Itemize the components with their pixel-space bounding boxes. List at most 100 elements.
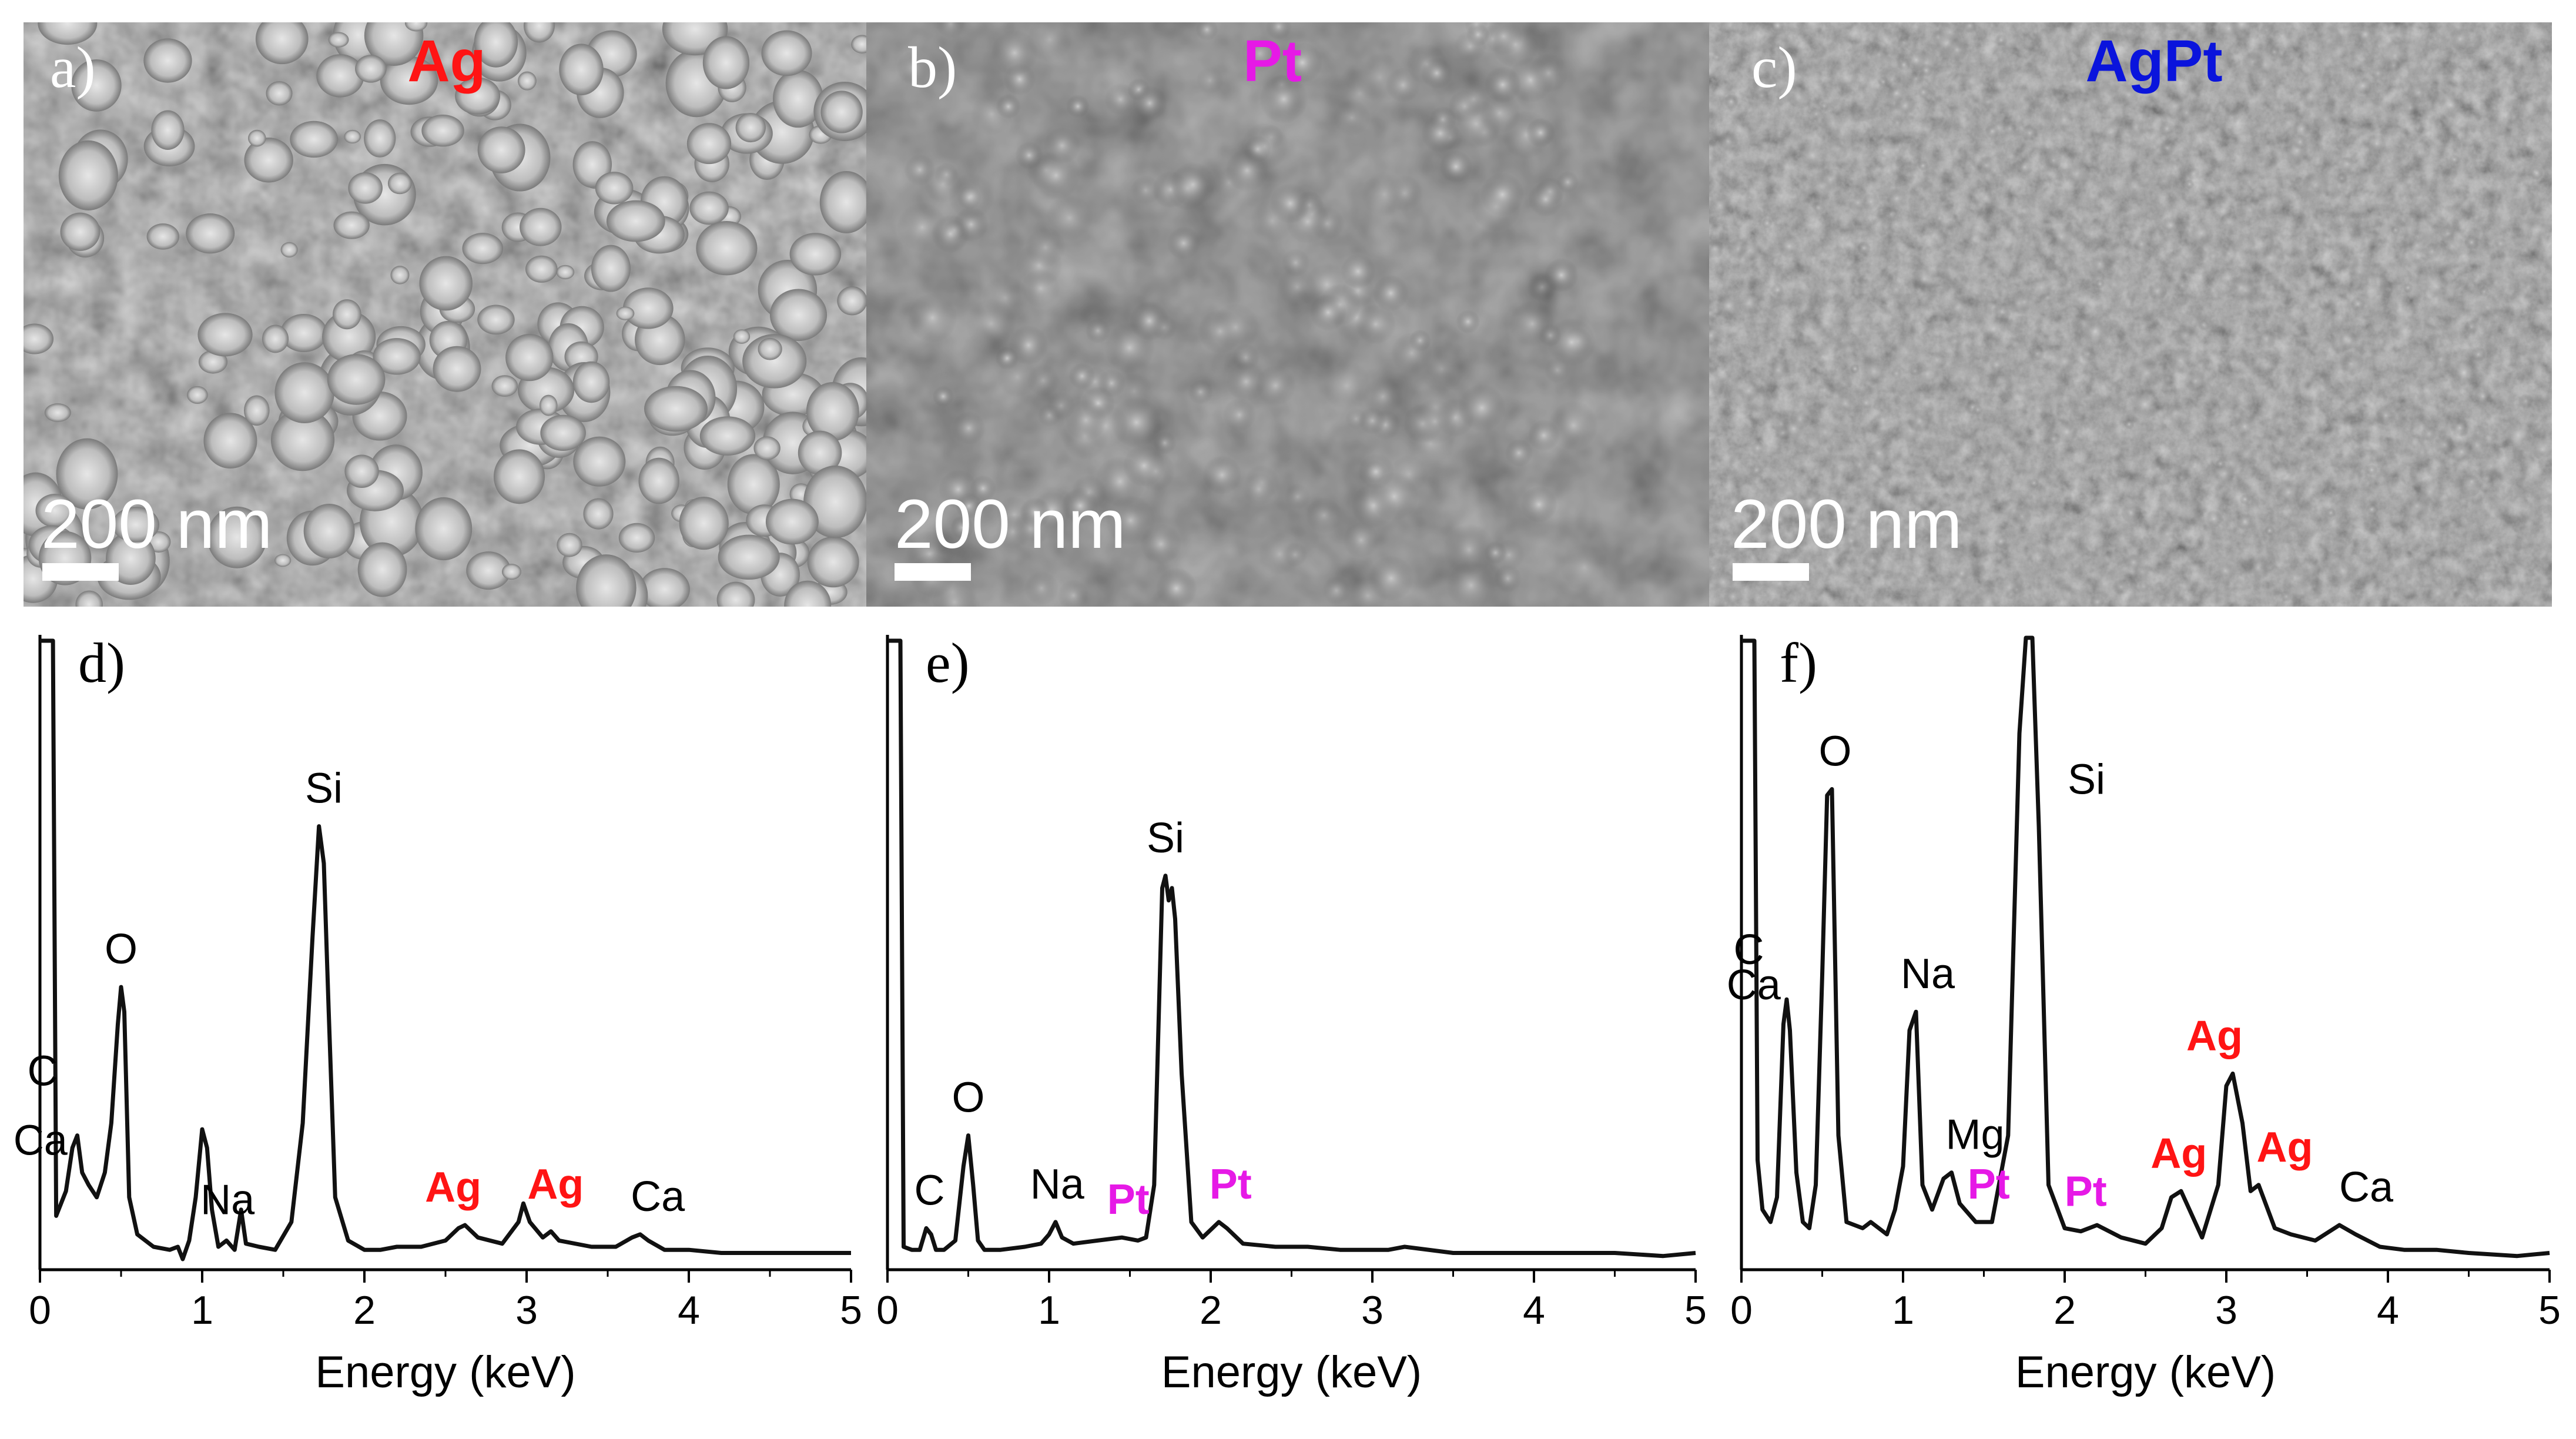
ag-particle	[765, 498, 819, 545]
pt-particle	[1132, 85, 1168, 121]
agpt-particle	[2044, 151, 2062, 169]
pt-particle	[1242, 472, 1276, 506]
pt-particle	[931, 215, 970, 253]
agpt-particle	[2176, 456, 2195, 474]
pt-particles	[896, 22, 1609, 607]
agpt-particle	[1714, 291, 1744, 321]
pt-particle	[1031, 150, 1081, 200]
agpt-particle	[1962, 22, 1978, 34]
ag-particle	[686, 123, 732, 165]
peak-label-si: Si	[1147, 815, 1184, 862]
ag-particle	[262, 324, 289, 353]
agpt-particle	[2430, 348, 2453, 371]
pt-particle	[896, 51, 931, 85]
agpt-particle	[2184, 369, 2207, 393]
ag-particle	[316, 54, 364, 98]
agpt-particle	[2350, 296, 2366, 312]
agpt-particle	[2242, 173, 2257, 189]
ag-particle	[493, 449, 545, 504]
ag-particle	[303, 503, 355, 559]
agpt-particle	[2236, 443, 2259, 465]
pt-particle	[1202, 456, 1242, 495]
pt-particle	[1412, 399, 1458, 445]
pt-particle	[1255, 365, 1297, 406]
agpt-particle	[2205, 510, 2223, 528]
agpt-particle	[1934, 254, 1965, 285]
agpt-particle	[2055, 111, 2074, 129]
ag-particle	[761, 30, 812, 76]
agpt-particle	[1850, 364, 1860, 374]
x-tick-label: 3	[1361, 1288, 1384, 1333]
pt-particle	[1131, 175, 1161, 205]
x-tick-label: 5	[840, 1288, 862, 1333]
pt-particle	[1309, 293, 1347, 332]
pt-particle	[1333, 99, 1371, 136]
agpt-particle	[1744, 192, 1756, 203]
agpt-particle	[2450, 584, 2461, 595]
pt-particle	[936, 22, 966, 39]
peak-label-na: Na	[1901, 951, 1955, 998]
pt-particle	[1170, 162, 1216, 208]
ag-particle	[807, 536, 859, 588]
agpt-particle	[2160, 93, 2188, 121]
pt-particle	[1085, 318, 1111, 343]
agpt-particle	[1934, 213, 1945, 223]
agpt-particle	[2239, 494, 2251, 505]
ag-particle	[803, 466, 866, 538]
pt-particle	[1484, 541, 1508, 564]
pt-particle	[1153, 431, 1177, 455]
agpt-particle	[2131, 390, 2160, 419]
agpt-particle	[1807, 172, 1836, 201]
x-axis-label: Energy (keV)	[1161, 1347, 1422, 1397]
peak-label-pt: Pt	[1968, 1161, 2010, 1208]
pt-particle	[1484, 22, 1523, 56]
peak-label-o: O	[1818, 728, 1851, 775]
ag-particle	[419, 256, 473, 311]
pt-particle	[1167, 226, 1201, 260]
agpt-particle	[1722, 490, 1745, 514]
peak-label-mg: Mg	[1945, 1112, 2004, 1159]
sem-title-ag: Ag	[407, 28, 485, 94]
agpt-particle	[2280, 552, 2294, 565]
ag-particle	[255, 22, 309, 65]
agpt-particle	[2055, 420, 2078, 444]
ag-particle	[421, 114, 464, 147]
ag-particle	[415, 497, 473, 561]
pt-particle	[1479, 92, 1521, 134]
agpt-particle	[1860, 357, 1888, 386]
eds-spectrum-1: 0 1 2 3 4 5 Energy (keV) d) C Ca O Na Si Ag Ag Ca	[14, 631, 862, 1397]
ag-particle	[38, 22, 98, 45]
ag-particle	[525, 255, 558, 283]
peak-label-si: Si	[305, 765, 343, 812]
agpt-particle	[1954, 565, 1969, 581]
agpt-particle	[1891, 337, 1921, 367]
pt-particle	[1529, 53, 1569, 93]
agpt-particle	[2312, 106, 2339, 133]
agpt-particle	[2494, 237, 2507, 250]
agpt-particle	[2052, 349, 2077, 374]
ag-particle	[455, 77, 501, 115]
peak-label-ag: Ag	[2186, 1012, 2243, 1059]
ag-particle	[355, 55, 387, 83]
agpt-particle	[1979, 316, 2006, 343]
peak-label-ca: Ca	[1727, 962, 1781, 1009]
agpt-particle	[1712, 52, 1722, 62]
agpt-particle	[1921, 534, 1931, 544]
agpt-particle	[1891, 117, 1904, 129]
ag-particle	[280, 313, 327, 352]
sem-image-ag: a) Ag 200 nm	[24, 22, 866, 607]
agpt-particle	[2424, 275, 2448, 299]
agpt-particle	[2149, 460, 2166, 477]
x-axis-label: Energy (keV)	[2015, 1347, 2276, 1397]
pt-particle	[1520, 486, 1557, 523]
agpt-particle	[2406, 80, 2431, 105]
pt-particle	[907, 293, 957, 343]
ag-particle	[364, 22, 424, 66]
ag-particle	[616, 306, 635, 320]
ag-particle	[290, 121, 339, 158]
x-axis-label: Energy (keV)	[315, 1347, 576, 1397]
pt-particle	[1129, 301, 1170, 341]
agpt-particle	[2173, 496, 2204, 527]
agpt-particle	[2516, 275, 2541, 299]
peak-label-ag: Ag	[425, 1164, 481, 1211]
